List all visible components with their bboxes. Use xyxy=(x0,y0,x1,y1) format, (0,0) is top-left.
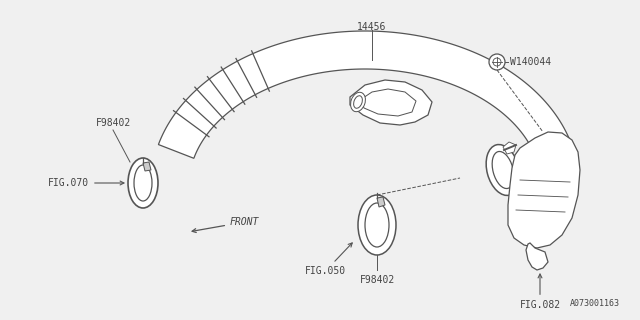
Ellipse shape xyxy=(354,96,362,108)
Circle shape xyxy=(489,54,505,70)
Polygon shape xyxy=(360,89,416,116)
Text: 14456: 14456 xyxy=(357,22,387,32)
Polygon shape xyxy=(159,31,576,168)
Text: FIG.070: FIG.070 xyxy=(48,178,124,188)
Polygon shape xyxy=(503,142,516,154)
Ellipse shape xyxy=(486,145,520,196)
Polygon shape xyxy=(508,132,580,248)
Ellipse shape xyxy=(351,92,365,112)
Text: W140044: W140044 xyxy=(510,57,551,67)
Text: F98402: F98402 xyxy=(360,275,395,285)
Text: A073001163: A073001163 xyxy=(570,299,620,308)
Ellipse shape xyxy=(492,151,514,188)
Polygon shape xyxy=(350,80,432,125)
Circle shape xyxy=(493,58,501,66)
Polygon shape xyxy=(377,197,385,207)
Text: FIG.050: FIG.050 xyxy=(305,243,352,276)
Ellipse shape xyxy=(365,203,389,247)
Text: F98402: F98402 xyxy=(95,118,131,128)
Text: FIG.082: FIG.082 xyxy=(520,274,561,310)
Polygon shape xyxy=(143,162,151,171)
Ellipse shape xyxy=(358,195,396,255)
Ellipse shape xyxy=(128,158,158,208)
Text: FRONT: FRONT xyxy=(192,217,259,233)
Polygon shape xyxy=(526,243,548,270)
Ellipse shape xyxy=(134,165,152,201)
